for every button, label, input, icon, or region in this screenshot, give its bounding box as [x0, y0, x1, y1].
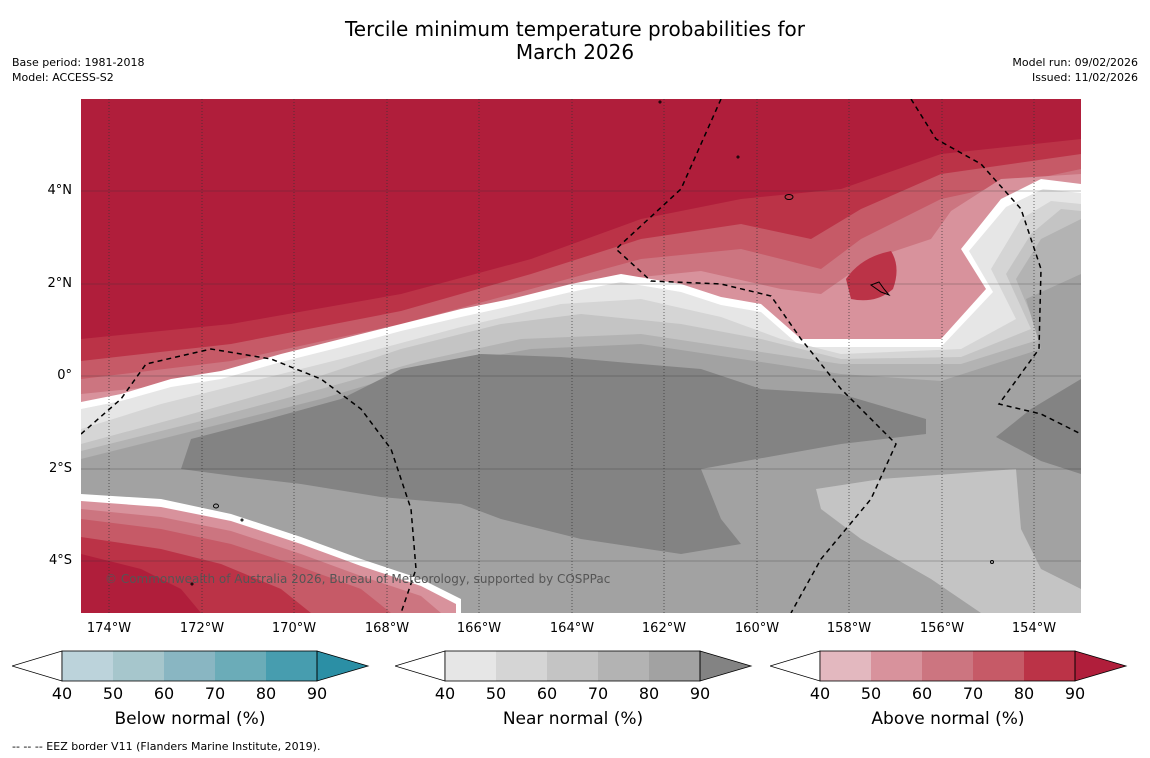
lon-label: 172°W: [179, 621, 225, 636]
zone-above-90-spot: [846, 251, 897, 301]
colorbar-below-tick: 50: [102, 684, 124, 703]
graticule-parallels: [81, 190, 1081, 562]
lon-label: 164°W: [549, 621, 595, 636]
colorbar-below-tick: 70: [204, 684, 226, 703]
colorbar-above-tick: 40: [809, 684, 831, 703]
colorbar-near-swatch: [649, 651, 700, 681]
zone-above-90-south: [81, 554, 201, 613]
colorbar-below-title: Below normal (%): [114, 709, 266, 729]
colorbar-above-swatch: [1024, 651, 1075, 681]
colorbar-near-tick: 90: [689, 684, 711, 703]
colorbar-near-normal: [395, 650, 753, 682]
zone-near-90-east: [996, 379, 1081, 474]
colorbar-below-tick: 90: [306, 684, 328, 703]
meta-left: Base period: 1981-2018 Model: ACCESS-S2: [12, 55, 144, 85]
colorbar-below-min-arrow: [12, 650, 63, 682]
lon-label: 154°W: [1011, 621, 1057, 636]
model-run-label: Model run: 09/02/2026: [1012, 56, 1138, 69]
colorbar-below-tick: 60: [153, 684, 175, 703]
colorbar-above-swatch: [871, 651, 922, 681]
eez-borders: [81, 99, 1081, 613]
title-line-1: Tercile minimum temperature probabilitie…: [344, 17, 806, 41]
issued-label: Issued: 11/02/2026: [1031, 71, 1138, 84]
islands: [190, 100, 994, 586]
colorbar-below-tick: 80: [255, 684, 277, 703]
colorbar-above-tick: 50: [860, 684, 882, 703]
colorbar-above-tick: 80: [1013, 684, 1035, 703]
eez-footnote: -- -- -- EEZ border V11 (Flanders Marine…: [12, 740, 321, 753]
colorbar-below-swatch: [113, 651, 164, 681]
lon-label: 170°W: [271, 621, 317, 636]
colorbar-above-swatch: [973, 651, 1024, 681]
colorbar-above-min-arrow: [770, 650, 821, 682]
colorbar-near-tick: 60: [536, 684, 558, 703]
lat-label: 4°S: [48, 553, 72, 568]
colorbar-above-tick: 60: [911, 684, 933, 703]
colorbar-below-swatch: [215, 651, 266, 681]
map-title: Tercile minimum temperature probabilitie…: [0, 18, 1150, 64]
colorbar-near-swatch: [496, 651, 547, 681]
lon-label: 156°W: [919, 621, 965, 636]
colorbar-above-max-arrow: [1075, 651, 1126, 681]
colorbar-near-swatch: [445, 651, 496, 681]
lon-label: 158°W: [826, 621, 872, 636]
colorbar-above-normal: [770, 650, 1128, 682]
lat-label: 2°N: [47, 276, 73, 291]
colorbar-near-min-arrow: [395, 650, 446, 682]
lon-label: 174°W: [86, 621, 132, 636]
colorbar-below-swatch: [62, 651, 113, 681]
zone-near-50-south: [816, 469, 1081, 613]
colorbar-above-tick: 70: [962, 684, 984, 703]
lon-label: 166°W: [456, 621, 502, 636]
colorbar-below-swatch: [164, 651, 215, 681]
colorbar-below-normal: [12, 650, 370, 682]
colorbar-below-swatch: [266, 651, 317, 681]
colorbar-near-tick: 40: [434, 684, 456, 703]
colorbar-above-swatch: [820, 651, 871, 681]
colorbar-near-swatch: [547, 651, 598, 681]
lon-label: 168°W: [364, 621, 410, 636]
copyright-notice: © Commonwealth of Australia 2026, Bureau…: [105, 572, 611, 586]
base-period-label: Base period: 1981-2018: [12, 56, 145, 69]
colorbar-above-title: Above normal (%): [871, 709, 1025, 729]
colorbar-above-swatch: [922, 651, 973, 681]
colorbar-below-tick: 40: [51, 684, 73, 703]
colorbar-above-tick: 90: [1064, 684, 1086, 703]
lat-label: 4°N: [47, 183, 73, 198]
lat-label: 2°S: [48, 461, 72, 476]
colorbar-near-max-arrow: [700, 651, 751, 681]
colorbar-near-title: Near normal (%): [502, 709, 644, 729]
colorbar-below-max-arrow: [317, 651, 368, 681]
zone-near-90: [181, 354, 926, 554]
lat-label: 0°: [57, 368, 72, 383]
probability-map: [81, 99, 1081, 613]
model-label: Model: ACCESS-S2: [12, 71, 114, 84]
colorbar-near-tick: 50: [485, 684, 507, 703]
colorbar-near-tick: 80: [638, 684, 660, 703]
colorbar-near-tick: 70: [587, 684, 609, 703]
lon-label: 160°W: [734, 621, 780, 636]
meta-right: Model run: 09/02/2026 Issued: 11/02/2026: [1012, 55, 1138, 85]
title-line-2: March 2026: [515, 40, 635, 64]
lon-label: 162°W: [641, 621, 687, 636]
colorbar-near-swatch: [598, 651, 649, 681]
